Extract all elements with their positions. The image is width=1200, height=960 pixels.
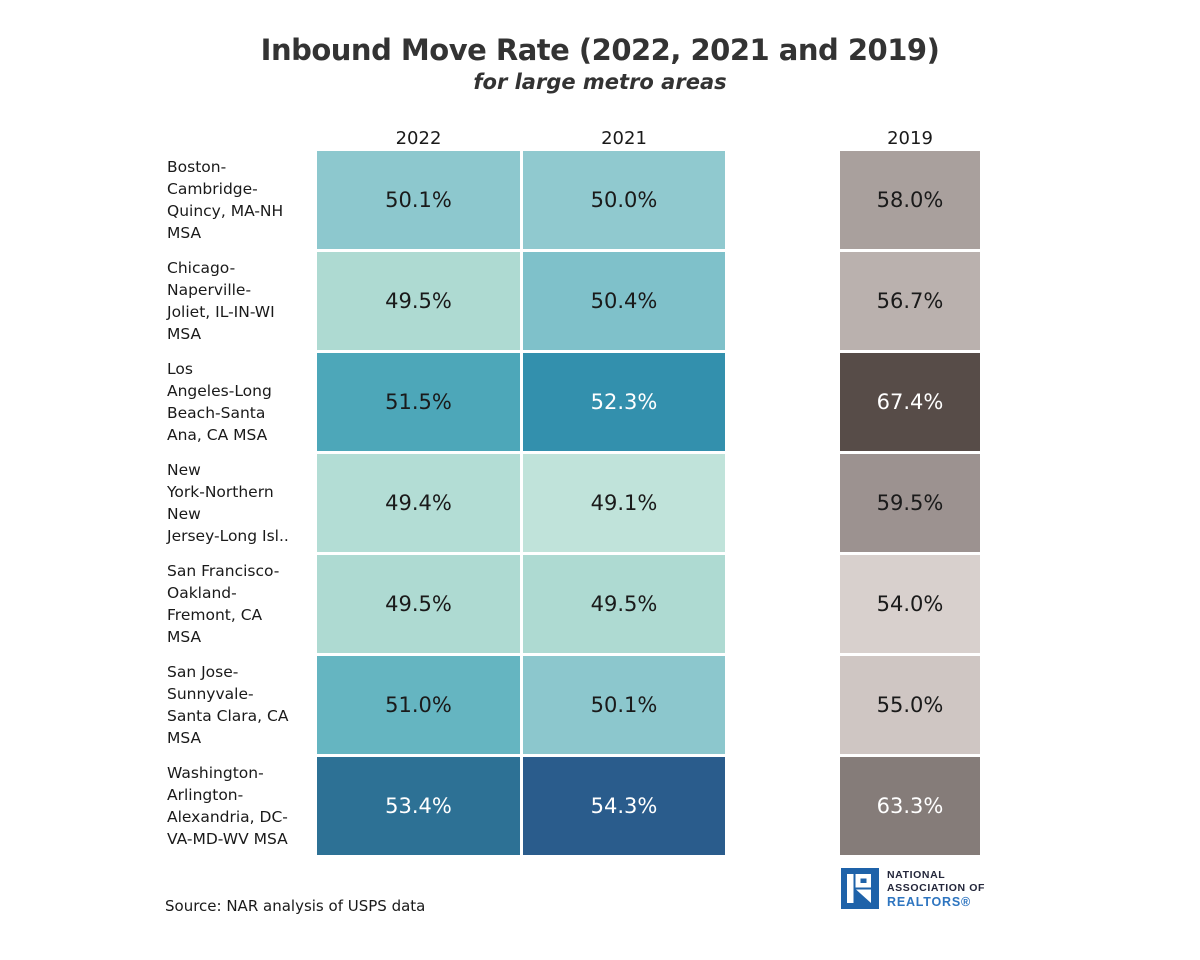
- row-label: New York-Northern New Jersey-Long Isl..: [167, 461, 289, 545]
- row-labels-axis: Boston- Cambridge- Quincy, MA-NH MSA Chic…: [167, 151, 317, 858]
- heat-cell-2022: 50.1%: [317, 151, 520, 249]
- heat-cell-2019: 56.7%: [840, 252, 980, 350]
- heat-cell-2019: 59.5%: [840, 454, 980, 552]
- heat-cell-2022: 49.5%: [317, 252, 520, 350]
- nar-logo: NATIONAL ASSOCIATION OF REALTORS®: [841, 868, 985, 909]
- heat-cell-2022: 51.5%: [317, 353, 520, 451]
- logo-line-realtors: REALTORS®: [887, 894, 972, 909]
- heat-cell-2021: 50.1%: [523, 656, 725, 754]
- column-header-2021: 2021: [601, 128, 647, 149]
- heatmap-column-2021: 50.0% 50.4% 52.3% 49.1% 49.5% 50.1% 54.3%: [523, 151, 725, 858]
- heat-cell-2021: 49.1%: [523, 454, 725, 552]
- nar-logo-icon: [841, 868, 879, 909]
- chart-subtitle: for large metro areas: [473, 70, 727, 94]
- nar-logo-wordmark: NATIONAL ASSOCIATION OF REALTORS®: [887, 869, 985, 909]
- heat-cell-2021: 54.3%: [523, 757, 725, 855]
- heat-cell-2021: 52.3%: [523, 353, 725, 451]
- row-label: Boston- Cambridge- Quincy, MA-NH MSA: [167, 158, 284, 242]
- column-header-2019: 2019: [887, 128, 933, 149]
- heat-cell-2021: 49.5%: [523, 555, 725, 653]
- heat-cell-2019: 54.0%: [840, 555, 980, 653]
- row-label: San Jose- Sunnyvale- Santa Clara, CA MSA: [167, 663, 289, 747]
- heat-cell-2021: 50.0%: [523, 151, 725, 249]
- heatmap-column-2022: 50.1% 49.5% 51.5% 49.4% 49.5% 51.0% 53.4%: [317, 151, 520, 858]
- row-label: Chicago- Naperville- Joliet, IL-IN-WI MS…: [167, 259, 275, 343]
- heat-cell-2022: 51.0%: [317, 656, 520, 754]
- row-label: Washington- Arlington- Alexandria, DC- V…: [167, 764, 288, 848]
- heatmap-column-2019: 58.0% 56.7% 67.4% 59.5% 54.0% 55.0% 63.3%: [840, 151, 980, 858]
- heat-cell-2022: 53.4%: [317, 757, 520, 855]
- source-note: Source: NAR analysis of USPS data: [165, 897, 426, 915]
- heat-cell-2019: 58.0%: [840, 151, 980, 249]
- heat-cell-2022: 49.5%: [317, 555, 520, 653]
- logo-line-association: ASSOCIATION OF: [887, 881, 986, 894]
- column-header-2022: 2022: [395, 128, 442, 149]
- heat-cell-2019: 67.4%: [840, 353, 980, 451]
- row-label: San Francisco- Oakland- Fremont, CA MSA: [167, 562, 280, 646]
- chart-title: Inbound Move Rate (2022, 2021 and 2019): [260, 33, 940, 67]
- heat-cell-2021: 50.4%: [523, 252, 725, 350]
- heat-cell-2022: 49.4%: [317, 454, 520, 552]
- row-label: Los Angeles-Long Beach-Santa Ana, CA MSA: [167, 360, 272, 444]
- heat-cell-2019: 63.3%: [840, 757, 980, 855]
- logo-line-national: NATIONAL: [887, 868, 946, 881]
- heat-cell-2019: 55.0%: [840, 656, 980, 754]
